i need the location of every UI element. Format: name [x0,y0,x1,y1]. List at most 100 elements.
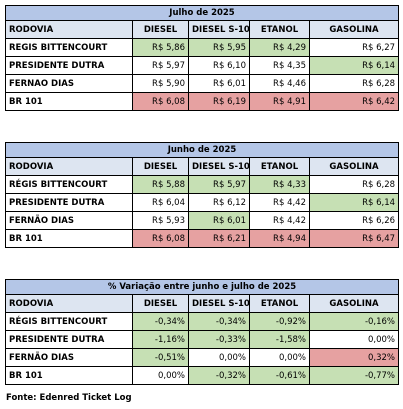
road-name: FERNÃO DIAS [5,211,133,230]
price-cell: R$ 5,90 [132,74,189,93]
price-cell: R$ 6,08 [132,92,189,111]
price-cell: R$ 6,10 [188,56,250,75]
price-cell: -0,61% [249,366,310,385]
price-table: Julho de 2025 RODOVIA DIESEL DIESEL S-10 ETA… [4,5,400,111]
table-title: % Variação entre junho e julho de 2025 [4,279,400,295]
header-row: RODOVIA DIESEL DIESEL S-10 ETANOL GASOLINA [5,20,400,39]
road-name: FERNÃO DIAS [5,348,133,367]
data-row: PRESIDENTE DUTRA R$ 5,97 R$ 6,10 R$ 4,35 R$ … [5,56,400,75]
price-cell: R$ 6,12 [188,193,250,212]
data-row: BR 101 0,00% -0,32% -0,61% -0,77% [5,366,400,385]
source-note: Fonte: Edenred Ticket Log [6,393,132,403]
column-header: GASOLINA [308,20,400,39]
data-row: PRESIDENTE DUTRA R$ 6,04 R$ 6,12 R$ 4,42 R$ … [5,193,400,212]
price-cell: R$ 6,28 [308,175,400,194]
column-header: DIESEL S-10 [188,294,250,313]
column-header: RODOVIA [5,157,133,176]
road-name: FERNAO DIAS [5,74,133,93]
price-cell: R$ 6,19 [188,92,250,111]
price-cell: R$ 5,97 [132,56,189,75]
price-cell: R$ 6,27 [308,38,400,57]
price-cell: -1,58% [249,330,310,349]
price-cell: 0,00% [308,330,400,349]
price-cell: R$ 6,04 [132,193,189,212]
price-table: % Variação entre junho e julho de 2025 RO… [4,279,400,385]
road-name: PRESIDENTE DUTRA [5,56,133,75]
data-row: BR 101 R$ 6,08 R$ 6,21 R$ 4,94 R$ 6,47 [5,229,400,248]
title-row: Junho de 2025 [4,142,400,158]
data-row: FERNAO DIAS R$ 5,90 R$ 6,01 R$ 4,46 R$ 6,28 [5,74,400,93]
price-cell: -0,34% [188,312,250,331]
price-cell: 0,00% [188,348,250,367]
column-header: DIESEL [132,294,189,313]
table-title: Junho de 2025 [4,142,400,158]
column-header: ETANOL [249,20,310,39]
data-row: RÉGIS BITTENCOURT R$ 5,88 R$ 5,97 R$ 4,33 R$… [5,175,400,194]
column-header: RODOVIA [5,20,133,39]
price-cell: R$ 4,35 [249,56,310,75]
price-cell: -0,32% [188,366,250,385]
price-cell: R$ 4,42 [249,211,310,230]
price-cell: R$ 6,42 [308,92,400,111]
price-cell: R$ 4,29 [249,38,310,57]
price-cell: R$ 6,26 [308,211,400,230]
price-cell: R$ 6,01 [188,211,250,230]
data-row: PRESIDENTE DUTRA -1,16% -0,33% -1,58% 0,00% [5,330,400,349]
data-row: BR 101 R$ 6,08 R$ 6,19 R$ 4,91 R$ 6,42 [5,92,400,111]
road-name: PRESIDENTE DUTRA [5,193,133,212]
data-row: FERNÃO DIAS R$ 5,93 R$ 6,01 R$ 4,42 R$ 6,26 [5,211,400,230]
price-cell: 0,00% [132,366,189,385]
price-cell: 0,32% [308,348,400,367]
road-name: PRESIDENTE DUTRA [5,330,133,349]
road-name: RÉGIS BITTENCOURT [5,312,133,331]
price-cell: R$ 6,14 [308,193,400,212]
column-header: GASOLINA [308,294,400,313]
price-cell: R$ 5,97 [188,175,250,194]
data-row: RÉGIS BITTENCOURT -0,34% -0,34% -0,92% -0,16… [5,312,400,331]
road-name: RÉGIS BITTENCOURT [5,175,133,194]
price-cell: R$ 6,08 [132,229,189,248]
data-row: FERNÃO DIAS -0,51% 0,00% 0,00% 0,32% [5,348,400,367]
road-name: BR 101 [5,229,133,248]
price-cell: R$ 5,86 [132,38,189,57]
road-name: BR 101 [5,366,133,385]
column-header: GASOLINA [308,157,400,176]
road-name: REGIS BITTENCOURT [5,38,133,57]
price-cell: R$ 4,42 [249,193,310,212]
data-row: REGIS BITTENCOURT R$ 5,86 R$ 5,95 R$ 4,29 R$… [5,38,400,57]
column-header: DIESEL S-10 [188,20,250,39]
price-cell: -0,33% [188,330,250,349]
column-header: ETANOL [249,157,310,176]
title-row: Julho de 2025 [4,5,400,21]
price-cell: -0,16% [308,312,400,331]
price-cell: R$ 6,14 [308,56,400,75]
price-cell: R$ 4,91 [249,92,310,111]
price-table: Junho de 2025 RODOVIA DIESEL DIESEL S-10 ETA… [4,142,400,248]
price-cell: R$ 4,94 [249,229,310,248]
price-cell: R$ 6,47 [308,229,400,248]
header-row: RODOVIA DIESEL DIESEL S-10 ETANOL GASOLINA [5,294,400,313]
price-cell: -0,92% [249,312,310,331]
title-row: % Variação entre junho e julho de 2025 [4,279,400,295]
column-header: RODOVIA [5,294,133,313]
price-cell: R$ 4,46 [249,74,310,93]
price-cell: R$ 5,93 [132,211,189,230]
price-cell: R$ 5,88 [132,175,189,194]
price-cell: 0,00% [249,348,310,367]
column-header: ETANOL [249,294,310,313]
price-cell: -0,34% [132,312,189,331]
column-header: DIESEL [132,157,189,176]
price-cell: -0,77% [308,366,400,385]
price-cell: R$ 6,01 [188,74,250,93]
price-cell: R$ 4,33 [249,175,310,194]
column-header: DIESEL S-10 [188,157,250,176]
price-cell: -0,51% [132,348,189,367]
header-row: RODOVIA DIESEL DIESEL S-10 ETANOL GASOLINA [5,157,400,176]
road-name: BR 101 [5,92,133,111]
price-cell: -1,16% [132,330,189,349]
table-title: Julho de 2025 [4,5,400,21]
column-header: DIESEL [132,20,189,39]
price-cell: R$ 6,28 [308,74,400,93]
price-cell: R$ 5,95 [188,38,250,57]
